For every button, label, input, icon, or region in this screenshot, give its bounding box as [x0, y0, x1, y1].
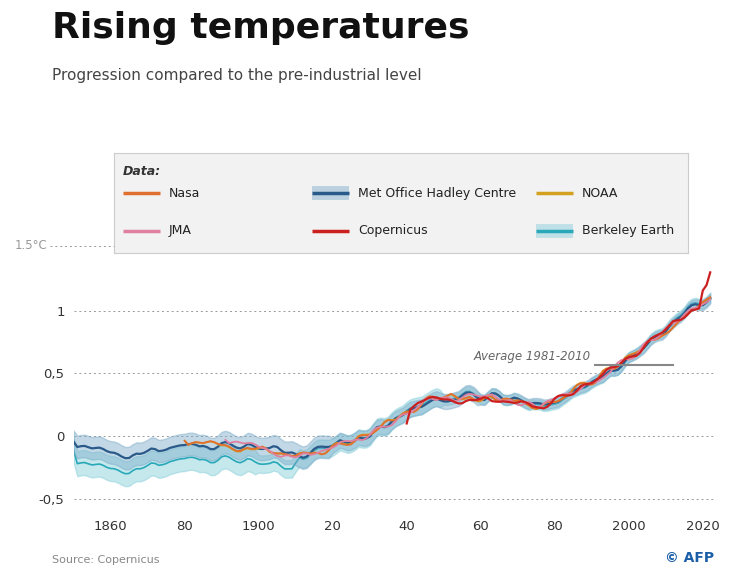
Text: NOAA: NOAA — [582, 187, 618, 199]
Text: JMA: JMA — [169, 224, 191, 237]
Text: Progression compared to the pre-industrial level: Progression compared to the pre-industri… — [52, 68, 421, 83]
Text: Average 1981-2010: Average 1981-2010 — [473, 350, 590, 362]
Text: Rising temperatures: Rising temperatures — [52, 11, 469, 45]
Text: Nasa: Nasa — [169, 187, 200, 199]
Text: Met Office Hadley Centre: Met Office Hadley Centre — [358, 187, 516, 199]
Text: Data:: Data: — [123, 165, 161, 178]
Text: Berkeley Earth: Berkeley Earth — [582, 224, 674, 237]
Text: Source: Copernicus: Source: Copernicus — [52, 555, 159, 565]
Text: © AFP: © AFP — [665, 551, 714, 565]
Text: 1.5°C: 1.5°C — [15, 240, 48, 252]
Text: Copernicus: Copernicus — [358, 224, 428, 237]
